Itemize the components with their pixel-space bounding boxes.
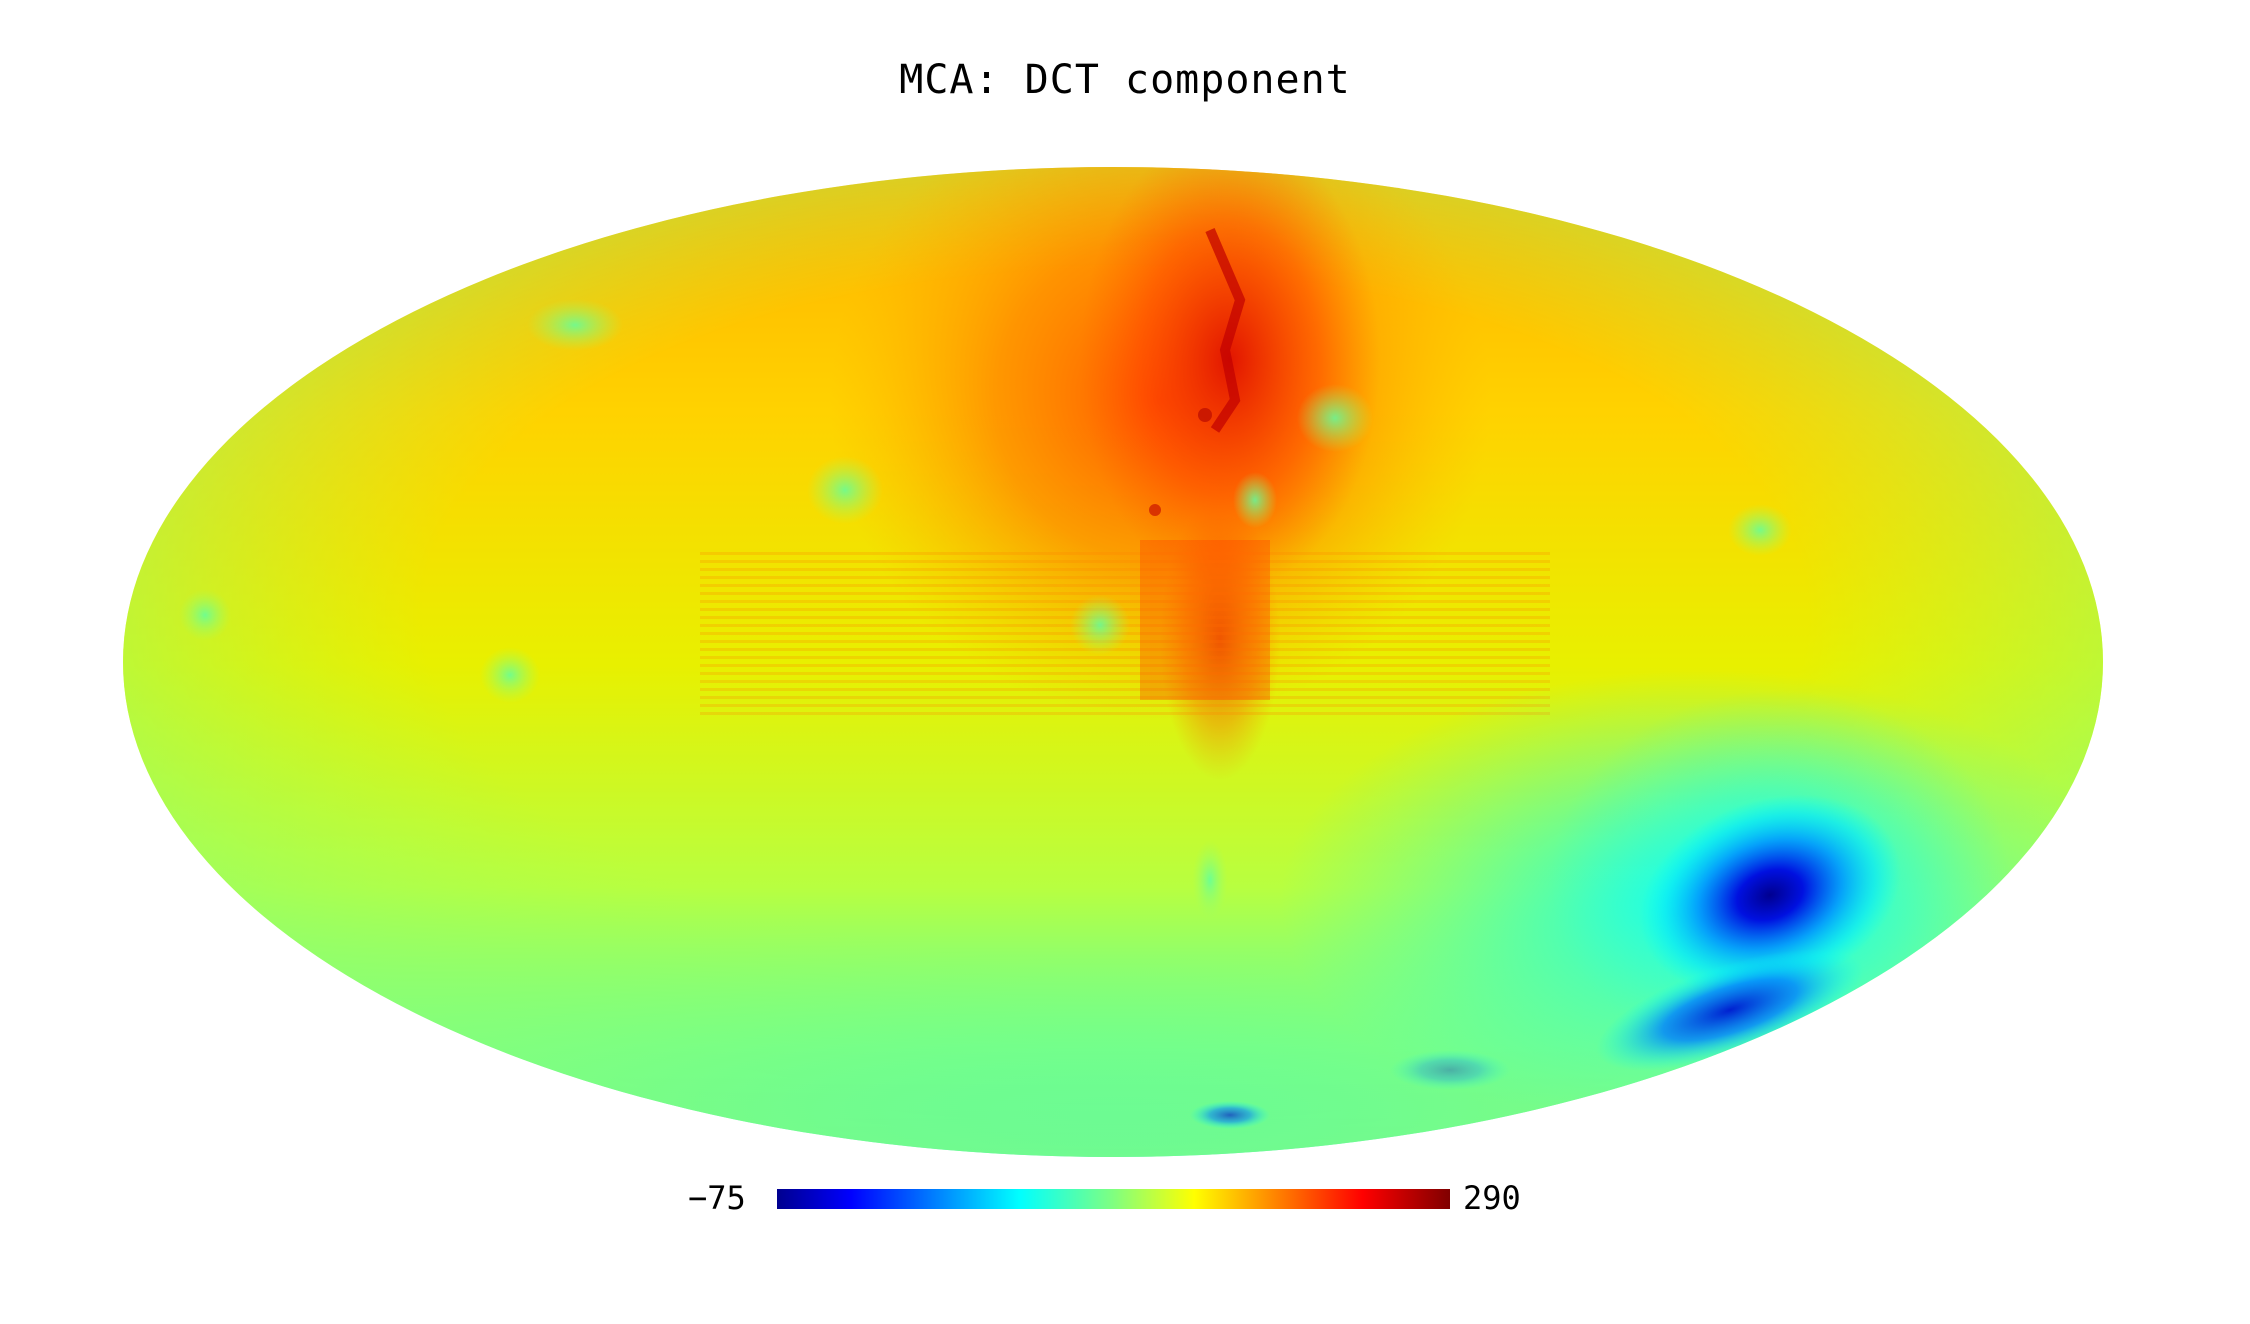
colorbar-min-label: −75: [688, 1179, 746, 1217]
colorbar: [777, 1189, 1450, 1209]
map-surface: [123, 167, 2103, 1157]
colorbar-max-label: 290: [1463, 1179, 1521, 1217]
map-title: MCA: DCT component: [899, 57, 1351, 103]
